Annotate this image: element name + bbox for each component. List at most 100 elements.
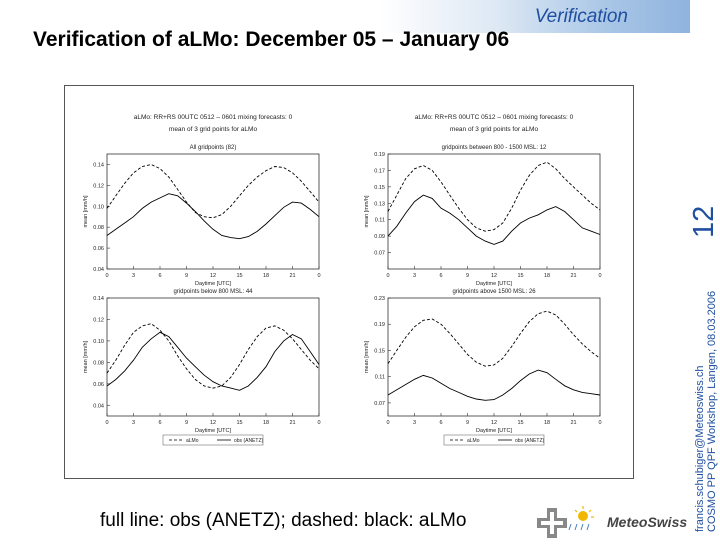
y-tick-label: 0.11 <box>375 375 385 381</box>
chart-subtitle: mean of 3 grid points for aLMo <box>169 126 258 133</box>
y-tick-label: 0.17 <box>374 168 385 174</box>
x-tick-label: 9 <box>466 273 469 279</box>
panel-label: gridpoints below 800 MSL: 44 <box>173 289 253 295</box>
slide-title: Verification of aLMo: December 05 – Janu… <box>33 28 510 51</box>
x-tick-label: 12 <box>210 420 216 426</box>
y-tick-label: 0.06 <box>93 246 104 252</box>
x-tick-label: 0 <box>598 420 601 426</box>
x-tick-label: 15 <box>517 420 523 426</box>
header-bar <box>0 0 690 33</box>
legend-label-almo: aLMo <box>467 438 480 444</box>
meteoswiss-logo: MeteoSwiss <box>533 504 687 540</box>
series-line-almo <box>387 161 601 232</box>
x-tick-label: 21 <box>289 273 295 279</box>
x-tick-label: 18 <box>544 273 550 279</box>
x-tick-label: 0 <box>386 420 389 426</box>
x-tick-label: 15 <box>517 273 523 279</box>
series-line-obs <box>106 331 320 391</box>
y-tick-label: 0.13 <box>374 201 385 207</box>
y-tick-label: 0.11 <box>375 218 385 224</box>
chart-subtitle: mean of 3 grid points for aLMo <box>450 126 539 133</box>
plot-area <box>387 153 601 270</box>
x-tick-label: 3 <box>132 420 135 426</box>
y-tick-label: 0.07 <box>374 401 385 407</box>
legend-label-obs: obs (ANETZ) <box>515 438 545 444</box>
y-tick-label: 0.19 <box>374 322 385 328</box>
figure-frame: aLMo: RR+RS 00UTC 0512 – 0601 mixing for… <box>64 85 634 479</box>
y-tick-label: 0.09 <box>374 234 385 240</box>
figure-svg: aLMo: RR+RS 00UTC 0512 – 0601 mixing for… <box>83 114 602 446</box>
plot-area <box>387 297 601 417</box>
y-tick-label: 0.10 <box>93 204 104 210</box>
panel-label: gridpoints between 800 - 1500 MSL: 12 <box>442 145 547 151</box>
x-tick-label: 21 <box>570 273 576 279</box>
x-tick-label: 0 <box>386 273 389 279</box>
y-axis-label: mean [mm/h] <box>83 340 89 373</box>
legend-label-almo: aLMo <box>186 438 199 444</box>
x-tick-label: 3 <box>413 420 416 426</box>
x-tick-label: 12 <box>491 273 497 279</box>
legend-label-obs: obs (ANETZ) <box>234 438 264 444</box>
series-line-almo <box>387 310 601 367</box>
legend-box <box>162 434 264 446</box>
y-tick-label: 0.04 <box>93 267 104 273</box>
panel-label: gridpoints above 1500 MSL: 26 <box>452 289 536 295</box>
panel-label: All gridpoints (82) <box>190 145 237 151</box>
caption: full line: obs (ANETZ); dashed: black: a… <box>100 510 467 531</box>
y-tick-label: 0.14 <box>93 296 104 302</box>
x-tick-label: 12 <box>491 420 497 426</box>
x-tick-label: 3 <box>132 273 135 279</box>
series-line-almo <box>106 323 320 389</box>
plot-area <box>106 297 320 417</box>
footer-workshop: COSMO PP QPF Workshop, Langen, 08.03.200… <box>706 290 718 532</box>
x-tick-label: 6 <box>439 420 442 426</box>
y-tick-label: 0.12 <box>93 317 104 323</box>
y-tick-label: 0.08 <box>93 360 104 366</box>
chart-title: aLMo: RR+RS 00UTC 0512 – 0601 mixing for… <box>415 114 574 121</box>
y-tick-label: 0.15 <box>374 185 385 191</box>
footer-email: francis.schubiger@Meteoswiss.ch <box>694 365 706 532</box>
series-line-obs <box>387 194 601 245</box>
x-tick-label: 0 <box>317 273 320 279</box>
logo-text: MeteoSwiss <box>607 514 688 530</box>
x-tick-label: 0 <box>598 273 601 279</box>
y-tick-label: 0.08 <box>93 225 104 231</box>
x-tick-label: 6 <box>158 420 161 426</box>
x-tick-label: 0 <box>105 273 108 279</box>
series-line-almo <box>106 164 320 219</box>
x-tick-label: 21 <box>570 420 576 426</box>
series-line-obs <box>387 369 601 401</box>
page-number: 12 <box>688 205 720 238</box>
series-line-obs <box>106 193 320 240</box>
x-tick-label: 9 <box>466 420 469 426</box>
section-label: Verification <box>534 6 628 27</box>
y-axis-label: mean [mm/h] <box>364 340 370 373</box>
legend-box <box>443 434 545 446</box>
y-axis-label: mean [mm/h] <box>83 195 89 228</box>
x-tick-label: 21 <box>289 420 295 426</box>
x-tick-label: 18 <box>544 420 550 426</box>
x-tick-label: 15 <box>236 420 242 426</box>
x-tick-label: 9 <box>185 420 188 426</box>
swiss-cross-icon <box>537 506 594 538</box>
x-tick-label: 3 <box>413 273 416 279</box>
x-tick-label: 12 <box>210 273 216 279</box>
x-tick-label: 18 <box>263 420 269 426</box>
x-tick-label: 15 <box>236 273 242 279</box>
x-axis-label: Daytime [UTC] <box>476 428 513 434</box>
x-tick-label: 9 <box>185 273 188 279</box>
y-tick-label: 0.19 <box>374 152 385 158</box>
x-axis-label: Daytime [UTC] <box>195 281 232 287</box>
chart-title: aLMo: RR+RS 00UTC 0512 – 0601 mixing for… <box>134 114 293 121</box>
x-axis-label: Daytime [UTC] <box>476 281 513 287</box>
y-tick-label: 0.15 <box>374 348 385 354</box>
y-tick-label: 0.23 <box>374 296 385 302</box>
y-tick-label: 0.14 <box>93 162 104 168</box>
x-tick-label: 6 <box>158 273 161 279</box>
y-tick-label: 0.04 <box>93 403 104 409</box>
y-tick-label: 0.10 <box>93 339 104 345</box>
x-tick-label: 0 <box>317 420 320 426</box>
x-tick-label: 18 <box>263 273 269 279</box>
y-tick-label: 0.06 <box>93 382 104 388</box>
x-tick-label: 6 <box>439 273 442 279</box>
